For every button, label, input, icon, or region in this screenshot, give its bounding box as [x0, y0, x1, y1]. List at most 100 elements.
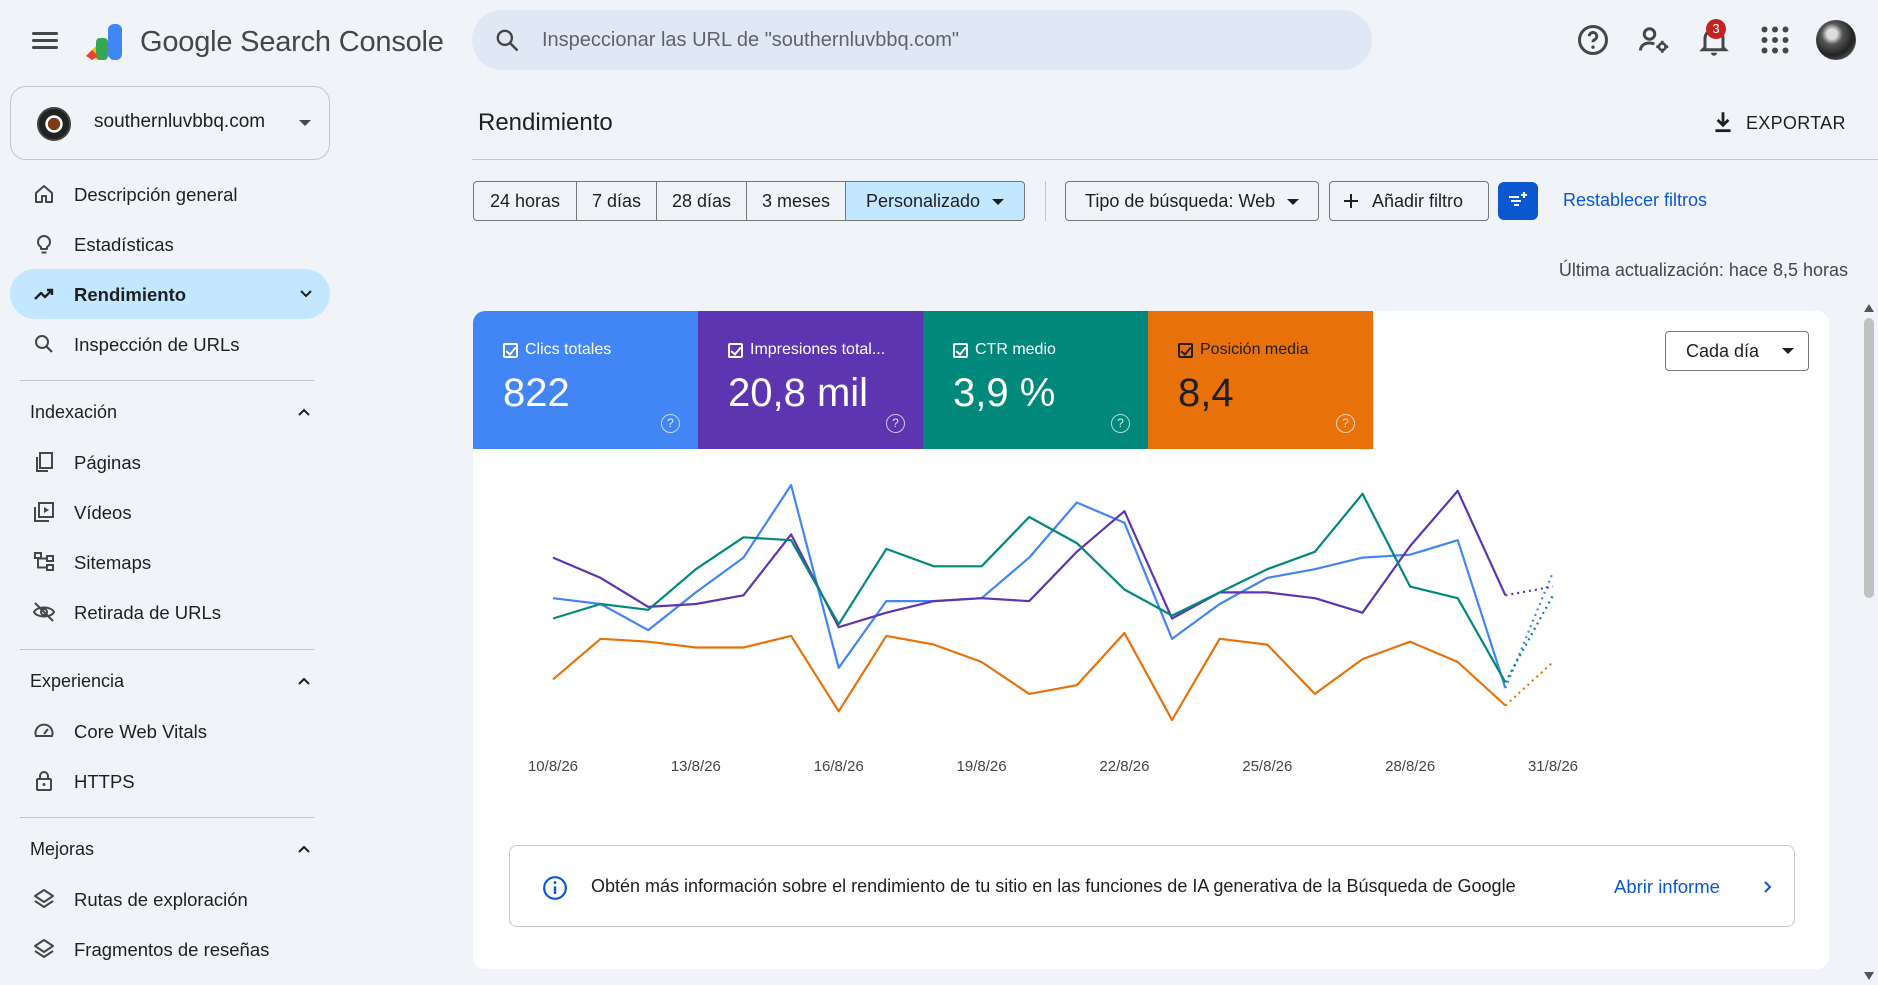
layers-icon [34, 939, 54, 958]
banner-text: Obtén más información sobre el rendimien… [591, 876, 1516, 896]
x-tick-label: 22/8/26 [1099, 758, 1149, 775]
x-tick-label: 16/8/26 [814, 758, 864, 775]
video-library-icon [34, 502, 54, 522]
x-tick-label: 28/8/26 [1385, 758, 1435, 775]
dropdown-arrow-icon [299, 120, 311, 126]
search-type-dropdown[interactable]: Tipo de búsqueda: Web [1065, 181, 1319, 221]
url-inspection-search[interactable] [472, 10, 1372, 70]
series-line-0 [552, 483, 1507, 689]
chevron-up-icon [298, 677, 310, 685]
sidebar-item-review-snippets[interactable]: Fragmentos de reseñas [10, 924, 330, 974]
search-input[interactable] [542, 24, 1342, 56]
help-icon[interactable] [1575, 22, 1611, 58]
export-button[interactable]: EXPORTAR [1700, 104, 1850, 142]
sidebar-divider [20, 649, 314, 650]
sidebar-item-overview[interactable]: Descripción general [10, 169, 330, 219]
chevron-down-icon [300, 290, 312, 298]
performance-card: Clics totales 822 ? Impresiones total...… [473, 311, 1829, 969]
sidebar-item-videos[interactable]: Vídeos [10, 487, 330, 537]
manage-users-icon[interactable] [1636, 22, 1672, 58]
chevron-right-icon[interactable] [1760, 876, 1776, 898]
sidebar-item-sitemaps[interactable]: Sitemaps [10, 537, 330, 587]
dropdown-arrow-icon [992, 199, 1005, 206]
x-tick-label: 13/8/26 [671, 758, 721, 775]
metric-card-ctr[interactable]: CTR medio 3,9 % ? [923, 311, 1148, 449]
metric-value: 8,4 [1178, 371, 1234, 415]
visibility-off-icon [32, 602, 56, 622]
range-custom-button[interactable]: Personalizado [845, 181, 1025, 221]
metric-value: 20,8 mil [728, 371, 869, 415]
metric-card-position[interactable]: Posición media 8,4 ? [1148, 311, 1373, 449]
metric-card-clicks[interactable]: Clics totales 822 ? [473, 311, 698, 449]
checkbox-checked-icon [953, 343, 968, 358]
filter-settings-button[interactable] [1498, 182, 1538, 220]
sidebar-item-label: Rendimiento [74, 284, 187, 305]
sidebar-item-url-inspection[interactable]: Inspección de URLs [10, 319, 330, 369]
section-experience[interactable]: Experiencia [30, 667, 320, 697]
series-line-2 [552, 492, 1507, 683]
property-selector[interactable]: southernluvbbq.com [10, 86, 330, 160]
reset-filters-link[interactable]: Restablecer filtros [1563, 190, 1708, 210]
speed-icon [34, 723, 54, 737]
page-scrollbar[interactable] [1858, 300, 1878, 985]
x-tick-label: 10/8/26 [528, 758, 578, 775]
add-filter-button[interactable]: Añadir filtro [1329, 181, 1489, 221]
series-line-3 [552, 631, 1507, 722]
section-enhancements[interactable]: Mejoras [30, 835, 320, 865]
sidebar-item-pages[interactable]: Páginas [10, 437, 330, 487]
scroll-down-arrow-icon[interactable] [1864, 972, 1874, 980]
sidebar-item-url-removals[interactable]: Retirada de URLs [10, 587, 330, 637]
sidebar-item-breadcrumbs[interactable]: Rutas de exploración [10, 874, 330, 924]
sidebar-item-label: Fragmentos de reseñas [74, 939, 270, 960]
metric-value: 822 [503, 371, 570, 415]
page-title: Rendimiento [478, 109, 613, 136]
sidebar-item-label: Core Web Vitals [74, 721, 207, 742]
range-custom-label: Personalizado [865, 191, 981, 211]
export-label: EXPORTAR [1746, 113, 1846, 133]
sidebar-item-core-web-vitals[interactable]: Core Web Vitals [10, 706, 330, 756]
help-icon[interactable]: ? [661, 414, 680, 433]
metric-label: CTR medio [975, 341, 1056, 358]
search-icon [35, 335, 53, 353]
app-brand: Google Search Console [140, 26, 444, 58]
menu-icon[interactable] [28, 28, 62, 54]
section-label: Indexación [30, 402, 118, 422]
metric-card-impressions[interactable]: Impresiones total... 20,8 mil ? [698, 311, 923, 449]
home-icon [35, 185, 53, 203]
ai-features-banner: Obtén más información sobre el rendimien… [509, 845, 1795, 927]
pages-icon [36, 452, 53, 472]
series-line-1 [552, 489, 1507, 629]
metric-value: 3,9 % [953, 371, 1056, 415]
sidebar-item-label: Inspección de URLs [74, 334, 240, 355]
help-icon[interactable]: ? [1336, 414, 1355, 433]
apps-grid-icon[interactable] [1757, 22, 1793, 58]
scroll-thumb[interactable] [1864, 318, 1874, 598]
filter-separator [1045, 181, 1046, 221]
sidebar-item-label: Retirada de URLs [74, 602, 222, 623]
range-28d-button[interactable]: 28 días [656, 181, 747, 221]
layers-icon [34, 889, 54, 908]
download-icon [1715, 112, 1731, 133]
sidebar-item-insights[interactable]: Estadísticas [10, 219, 330, 269]
x-tick-label: 19/8/26 [957, 758, 1007, 775]
range-3m-button[interactable]: 3 meses [746, 181, 846, 221]
sidebar: southernluvbbq.com Descripción general E… [0, 82, 340, 985]
granularity-dropdown[interactable]: Cada día [1665, 331, 1809, 371]
lightbulb-icon [37, 235, 51, 254]
section-indexing[interactable]: Indexación [30, 398, 320, 428]
metric-label: Clics totales [525, 341, 612, 358]
property-name: southernluvbbq.com [94, 111, 266, 132]
notification-badge: 3 [1706, 19, 1726, 39]
account-avatar[interactable] [1816, 20, 1856, 60]
series-partial-segment-2 [1504, 594, 1554, 683]
chevron-up-icon [298, 845, 310, 853]
sidebar-item-performance[interactable]: Rendimiento [10, 269, 330, 319]
sidebar-item-label: Sitemaps [74, 552, 152, 573]
help-icon[interactable]: ? [886, 414, 905, 433]
scroll-up-arrow-icon[interactable] [1864, 304, 1874, 312]
range-24h-button[interactable]: 24 horas [473, 181, 577, 221]
sidebar-item-https[interactable]: HTTPS [10, 756, 330, 806]
open-report-link[interactable]: Abrir informe [1614, 876, 1720, 897]
help-icon[interactable]: ? [1111, 414, 1130, 433]
range-7d-button[interactable]: 7 días [576, 181, 657, 221]
